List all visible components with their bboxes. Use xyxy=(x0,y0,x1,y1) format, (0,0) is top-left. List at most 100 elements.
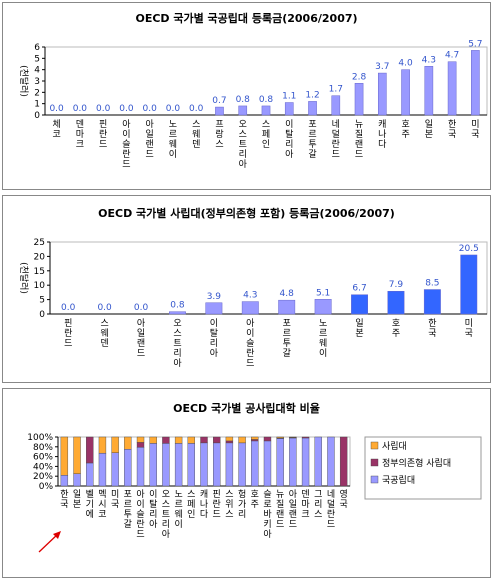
stacked-bar-segment xyxy=(73,473,81,487)
data-label: 4.0 xyxy=(398,59,413,69)
stacked-bar-segment xyxy=(200,436,208,444)
bar xyxy=(351,294,368,315)
stacked-bar-segment xyxy=(73,436,81,474)
stacked-bar-segment xyxy=(225,436,234,442)
bar xyxy=(238,105,248,116)
y-tick-label: 5 xyxy=(39,296,45,306)
y-tick-label: 60% xyxy=(33,453,53,463)
bar xyxy=(278,299,296,315)
stacked-bar-segment xyxy=(98,436,107,454)
stacked-bar-segment xyxy=(124,436,132,450)
bar xyxy=(205,302,223,315)
bar xyxy=(354,83,364,116)
data-label: 3.7 xyxy=(375,62,389,72)
chart-title: OECD 국가별 사립대(정부의존형 포함) 등록금(2006/2007) xyxy=(98,207,395,220)
stacked-bar-segment xyxy=(327,436,335,487)
bar xyxy=(447,61,457,116)
stacked-bar-segment xyxy=(213,442,221,487)
stacked-bar-segment xyxy=(86,436,94,464)
stacked-bar-segment xyxy=(111,436,119,453)
data-label: 0.0 xyxy=(49,104,64,114)
data-label: 0.8 xyxy=(259,95,274,105)
stacked-bar-segment xyxy=(238,442,246,487)
chart-panel-private-tuition: OECD 국가별 사립대(정부의존형 포함) 등록금(2006/2007) 0 5… xyxy=(2,195,491,383)
y-tick-label: 25 xyxy=(34,238,45,248)
bar xyxy=(314,299,332,315)
stacked-bar-segment xyxy=(200,442,208,487)
stacked-bar-segment xyxy=(251,439,259,442)
data-label: 0.0 xyxy=(166,104,181,114)
stacked-bar-segment xyxy=(276,436,284,439)
bar xyxy=(401,69,410,116)
data-label: 4.3 xyxy=(243,291,257,301)
data-label: 4.8 xyxy=(280,289,295,299)
stacked-bar-segment xyxy=(276,438,284,487)
data-label: 5.7 xyxy=(468,39,482,49)
bar xyxy=(377,72,387,116)
data-label: 20.5 xyxy=(459,244,479,254)
stacked-bar-segment xyxy=(60,436,69,476)
legend-label: 국공립대 xyxy=(382,475,415,486)
y-tick-label: 10 xyxy=(34,281,46,291)
bar xyxy=(308,101,317,116)
stacked-bar-segment xyxy=(213,436,221,444)
stacked-bar-segment xyxy=(162,443,170,487)
data-label: 3.9 xyxy=(207,292,222,302)
legend-label: 사립대 xyxy=(382,441,407,452)
data-label: 0.0 xyxy=(96,104,111,114)
legend-swatch xyxy=(370,475,379,484)
stacked-bar-segment xyxy=(149,436,157,444)
data-label: 0.0 xyxy=(134,303,149,313)
legend-swatch xyxy=(370,458,379,467)
data-label: 0.0 xyxy=(189,104,204,114)
data-label: 0.8 xyxy=(170,301,185,311)
data-label: 8.5 xyxy=(425,279,439,289)
data-label: 6.7 xyxy=(352,284,366,294)
data-label: 0.0 xyxy=(73,104,88,114)
bar xyxy=(424,66,434,116)
stacked-bar-segment xyxy=(339,436,348,487)
stacked-bar-segment xyxy=(174,443,183,487)
y-axis-label: (천달러) xyxy=(18,262,30,294)
stacked-bar-segment xyxy=(263,436,272,442)
stacked-bar-segment xyxy=(86,462,94,487)
y-tick-label: 40% xyxy=(33,462,53,472)
stacked-bar-segment xyxy=(263,440,272,487)
data-label: 0.0 xyxy=(143,104,158,114)
bar xyxy=(261,105,271,116)
stacked-bar-segment xyxy=(136,436,145,443)
data-label: 0.0 xyxy=(61,303,76,313)
data-label: 1.1 xyxy=(282,92,296,102)
data-label: 1.7 xyxy=(329,85,343,95)
